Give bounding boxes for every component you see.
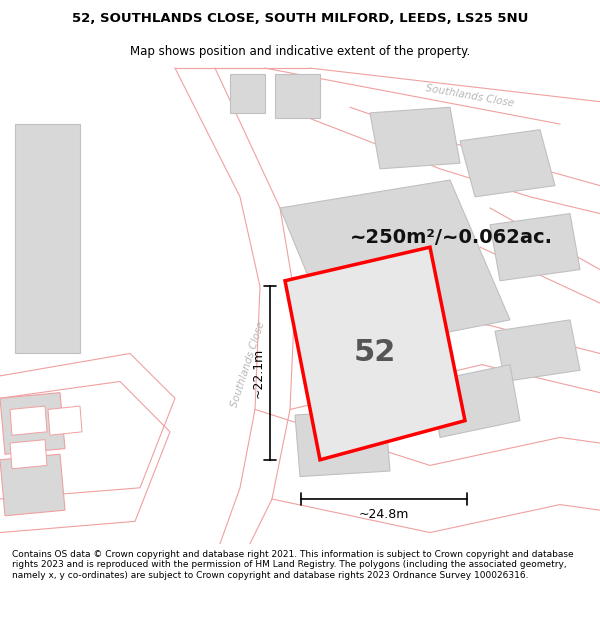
Polygon shape bbox=[280, 180, 510, 354]
Text: ~250m²/~0.062ac.: ~250m²/~0.062ac. bbox=[350, 228, 553, 247]
Polygon shape bbox=[285, 247, 465, 460]
Polygon shape bbox=[0, 62, 600, 544]
Text: Contains OS data © Crown copyright and database right 2021. This information is : Contains OS data © Crown copyright and d… bbox=[12, 550, 574, 580]
Polygon shape bbox=[10, 439, 47, 469]
Text: ~24.8m: ~24.8m bbox=[359, 508, 409, 521]
Text: Southlands Close: Southlands Close bbox=[229, 321, 266, 409]
Polygon shape bbox=[490, 214, 580, 281]
Polygon shape bbox=[15, 124, 80, 354]
Text: 52, SOUTHLANDS CLOSE, SOUTH MILFORD, LEEDS, LS25 5NU: 52, SOUTHLANDS CLOSE, SOUTH MILFORD, LEE… bbox=[72, 12, 528, 25]
Polygon shape bbox=[10, 406, 47, 435]
Polygon shape bbox=[290, 62, 600, 544]
Polygon shape bbox=[0, 454, 65, 516]
Text: Map shows position and indicative extent of the property.: Map shows position and indicative extent… bbox=[130, 45, 470, 58]
Polygon shape bbox=[460, 129, 555, 197]
Polygon shape bbox=[495, 320, 580, 381]
Polygon shape bbox=[430, 364, 520, 438]
Text: 52: 52 bbox=[354, 338, 396, 367]
Polygon shape bbox=[370, 107, 460, 169]
Polygon shape bbox=[275, 74, 320, 119]
Polygon shape bbox=[230, 74, 265, 113]
Polygon shape bbox=[48, 406, 82, 435]
Polygon shape bbox=[0, 392, 65, 454]
Text: Southlands Close: Southlands Close bbox=[425, 83, 515, 109]
Polygon shape bbox=[295, 409, 390, 477]
Text: ~22.1m: ~22.1m bbox=[252, 348, 265, 398]
